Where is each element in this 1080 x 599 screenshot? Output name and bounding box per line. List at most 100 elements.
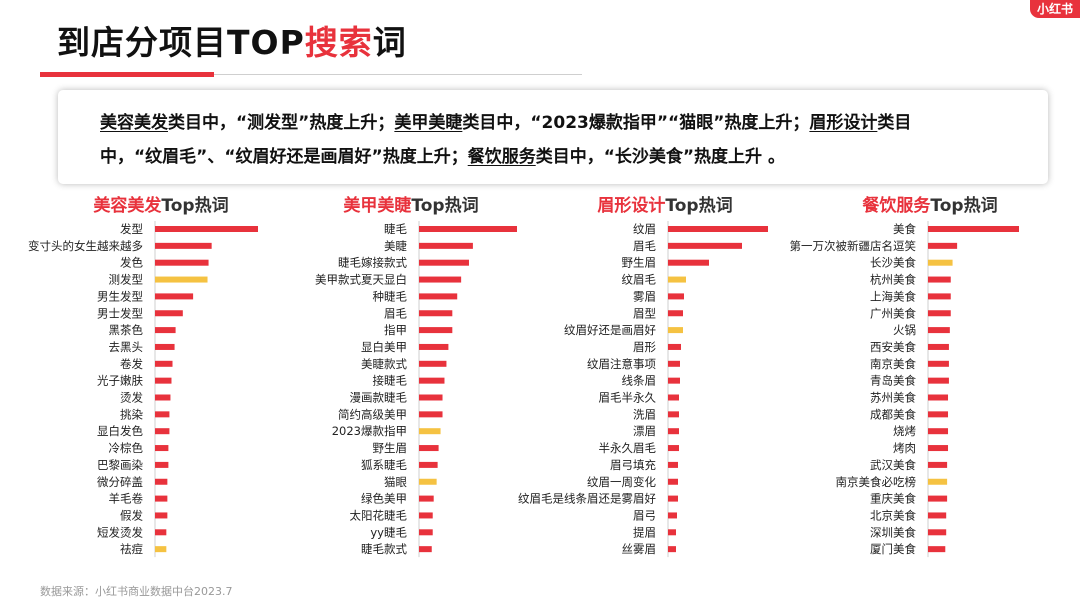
category-label: yy睫毛 [370, 525, 407, 539]
category-label: 测发型 [109, 273, 144, 287]
chart-1: 美容美发Top热词发型变寸头的女生越来越多发色测发型男生发型男士发型黑茶色去黑头… [28, 195, 258, 558]
category-label: 半永久眉毛 [599, 441, 657, 455]
category-label: 猫眼 [384, 475, 407, 489]
category-label: 眉毛 [384, 306, 407, 320]
bar [668, 226, 768, 232]
bar [928, 529, 947, 536]
bar [155, 428, 170, 435]
category-label: 太阳花睫毛 [350, 508, 408, 522]
bar [419, 343, 449, 350]
bar [668, 428, 679, 435]
category-label: 纹眉注意事项 [587, 357, 656, 371]
category-label: 烫发 [120, 391, 143, 405]
category-label: 短发烫发 [97, 525, 143, 539]
bar [419, 461, 438, 468]
bar [155, 276, 208, 283]
bar [419, 546, 432, 553]
bar [419, 327, 453, 334]
category-label: 线条眉 [622, 374, 657, 388]
summary-text-3: 类目 [877, 113, 912, 133]
bar [668, 546, 676, 553]
category-label: 杭州美食 [870, 273, 916, 287]
bar [419, 242, 473, 249]
chart-4: 餐饮服务Top热词美食第一万次被新疆店名逗笑长沙美食杭州美食上海美食广州美食火锅… [790, 195, 1019, 558]
bar [928, 242, 958, 249]
bar [419, 394, 443, 401]
bar [928, 343, 949, 350]
category-label: 祛痘 [120, 542, 143, 556]
bar [155, 546, 167, 553]
category-label: 漫画款睫毛 [350, 391, 408, 405]
bar [928, 259, 953, 266]
category-label: 简约高级美甲 [338, 407, 407, 421]
category-label: 提眉 [633, 525, 656, 539]
bar [155, 512, 168, 519]
bar [668, 377, 680, 384]
bar [668, 461, 678, 468]
bar [668, 310, 683, 317]
category-label: 西安美食 [870, 340, 916, 354]
category-label: 野生眉 [622, 256, 657, 270]
bar [928, 495, 948, 502]
bar [419, 310, 453, 317]
category-label: 深圳美食 [870, 525, 916, 539]
category-label: 野生眉 [373, 441, 408, 455]
chart-title: 美甲美睫Top热词 [343, 195, 478, 216]
category-label: 黑茶色 [109, 323, 144, 337]
category-label: 重庆美食 [870, 492, 916, 506]
chart-title: 眉形设计Top热词 [597, 195, 732, 216]
bar [668, 495, 678, 502]
title-part-3: 词 [372, 23, 407, 62]
bar [668, 411, 679, 418]
data-source-note: 数据来源：小红书商业数据中台2023.7 [40, 585, 233, 598]
category-label: 烧烤 [893, 424, 916, 438]
bar [668, 343, 681, 350]
category-label: 上海美食 [870, 289, 916, 303]
bar [928, 428, 949, 435]
category-label: 美睫款式 [361, 357, 407, 371]
bar [928, 276, 951, 283]
bar [668, 529, 676, 536]
bar [419, 428, 441, 435]
category-label: 苏州美食 [870, 391, 916, 405]
bar [419, 360, 447, 367]
summary-text-1: 类目中，“测发型”热度上升； [168, 113, 395, 133]
summary-cat-beauty: 美容美发 [100, 113, 168, 133]
bar [668, 360, 680, 367]
category-label: 羊毛卷 [109, 492, 144, 506]
chart-title: 美容美发Top热词 [93, 195, 228, 216]
bar [155, 495, 168, 502]
summary-cat-nails: 美甲美睫 [394, 113, 463, 133]
category-label: 南京美食 [870, 357, 916, 371]
category-label: 发型 [120, 222, 143, 236]
category-label: 火锅 [893, 323, 916, 337]
bar [419, 259, 469, 266]
bar [668, 259, 709, 266]
bar [928, 377, 949, 384]
bar [155, 310, 183, 317]
bar [928, 512, 947, 519]
category-label: 纹眉好还是画眉好 [564, 323, 656, 337]
bar [419, 478, 437, 485]
category-label: 第一万次被新疆店名逗笑 [790, 239, 917, 253]
category-label: 去黑头 [109, 340, 144, 354]
bar [155, 411, 170, 418]
category-label: 假发 [120, 508, 143, 522]
title-divider [40, 74, 582, 75]
category-label: 美食 [893, 222, 916, 236]
category-label: 纹眉一周变化 [587, 475, 656, 489]
summary-cat-food: 餐饮服务 [467, 147, 536, 167]
bar [668, 512, 677, 519]
bar [928, 293, 951, 300]
bar [155, 529, 167, 536]
bar [668, 445, 679, 452]
category-label: 洗眉 [633, 407, 656, 421]
bar [419, 495, 434, 502]
title-part-1: 到店分项目TOP [57, 23, 305, 62]
bar [155, 360, 173, 367]
category-label: 眉弓填充 [610, 458, 656, 472]
category-label: 变寸头的女生越来越多 [28, 239, 143, 253]
category-label: 烤肉 [893, 441, 916, 455]
bar [155, 343, 175, 350]
